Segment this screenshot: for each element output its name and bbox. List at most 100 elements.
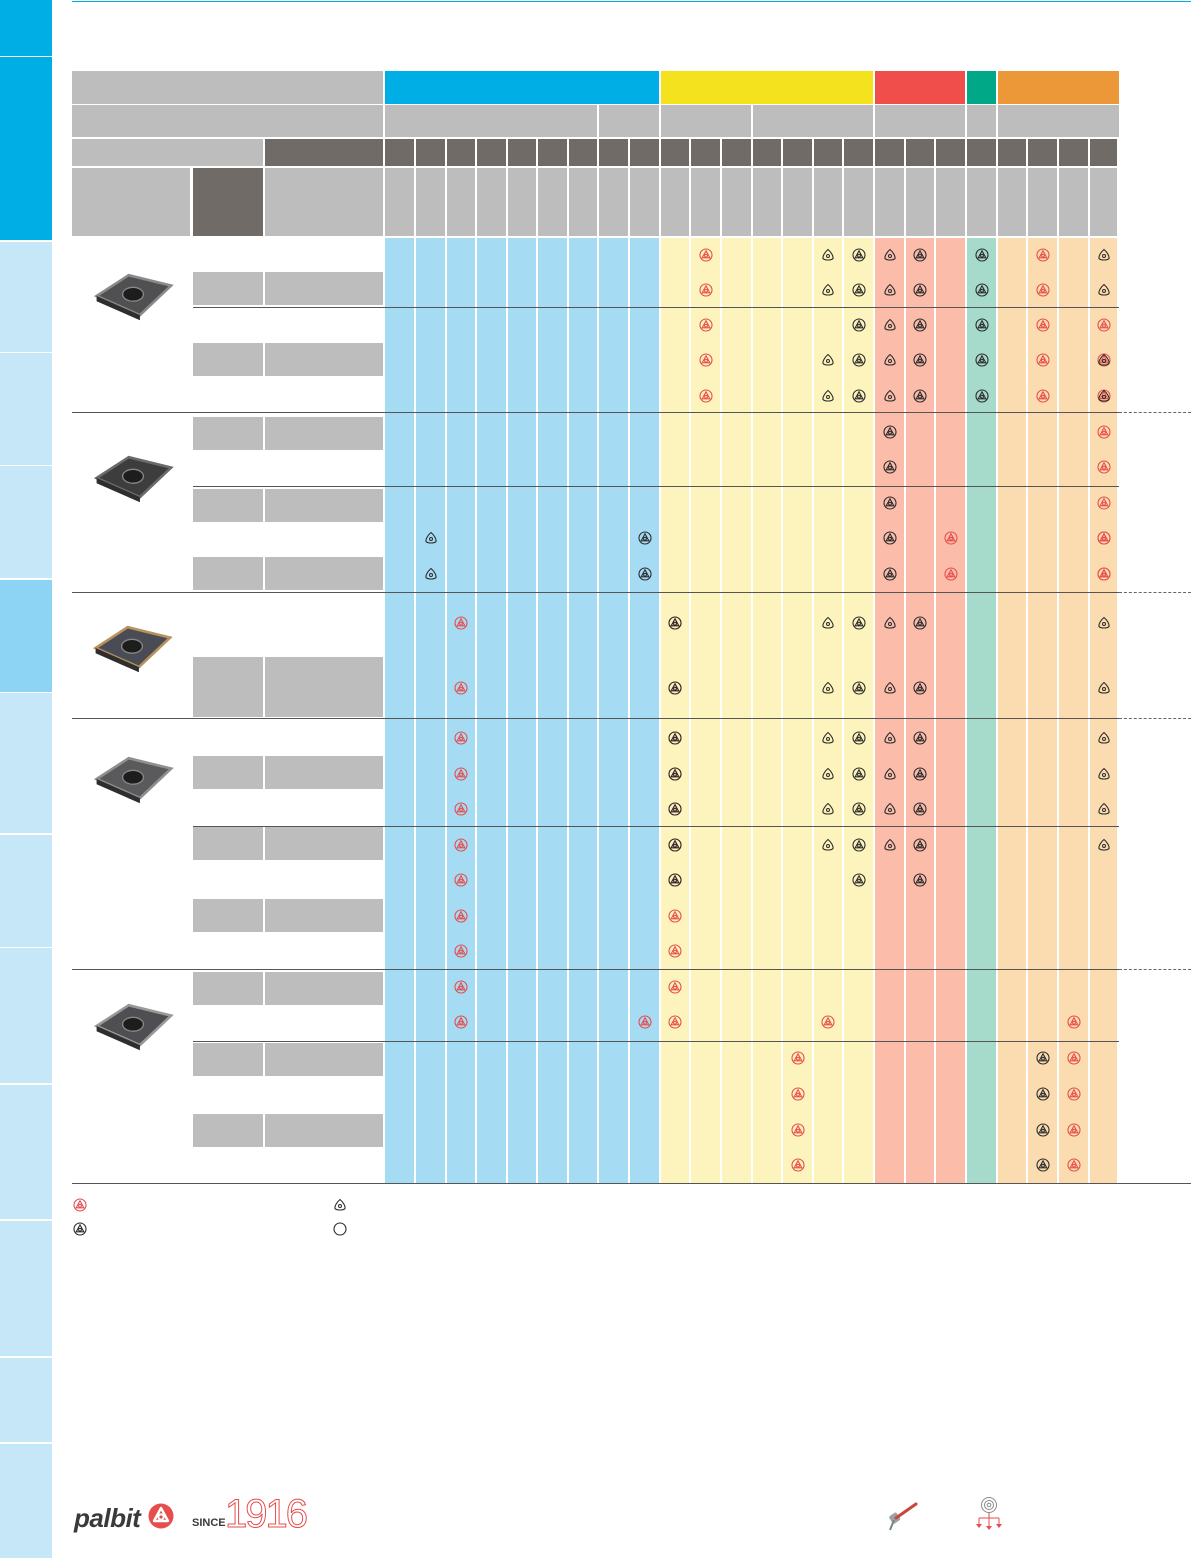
first-choice-icon [454, 731, 468, 745]
row-code-cell [193, 1043, 263, 1076]
grade-column-header [936, 168, 965, 236]
side-tab[interactable] [0, 57, 52, 240]
row-separator [193, 1041, 1119, 1042]
possible-icon [333, 1222, 347, 1236]
side-tab[interactable] [0, 242, 52, 352]
material-subgroup-header [599, 105, 659, 137]
grade-header-cell [1090, 139, 1117, 166]
grade-column-header [508, 168, 536, 236]
recommended-icon [913, 353, 927, 367]
first-choice-icon [668, 980, 682, 994]
recommended-icon [913, 838, 927, 852]
side-tab[interactable] [0, 580, 52, 692]
alternative-icon [822, 681, 834, 694]
alternative-icon [884, 318, 896, 331]
grade-column-header [875, 168, 904, 236]
first-choice-icon [821, 1015, 835, 1029]
recommended-icon [668, 616, 682, 630]
row-code-cell [193, 1114, 263, 1147]
grade-column-body [569, 238, 597, 1183]
recommended-icon [1036, 1158, 1050, 1172]
recommended-icon [852, 318, 866, 332]
row-code-cell [193, 972, 263, 1005]
alternative-icon [822, 248, 834, 261]
alternative-icon [1098, 616, 1110, 629]
grade-header-cell [936, 139, 965, 166]
alternative-icon [884, 353, 896, 366]
recommended-icon [852, 731, 866, 745]
recommended-icon [852, 767, 866, 781]
grade-header-cell [967, 139, 996, 166]
recommended-icon [852, 802, 866, 816]
side-tab[interactable] [0, 1358, 52, 1442]
alternative-icon [1098, 283, 1110, 296]
grade-column-header [1059, 168, 1088, 236]
grade-header-cell [1059, 139, 1088, 166]
recommended-icon [852, 353, 866, 367]
grade-column-header [906, 168, 934, 236]
first-choice-icon [944, 531, 958, 545]
side-tab[interactable] [0, 0, 52, 56]
alternative-icon [822, 353, 834, 366]
grade-column-header [998, 168, 1026, 236]
row-desc-cell [265, 1043, 383, 1076]
section-separator [72, 969, 1119, 970]
grade-column-body [630, 238, 659, 1183]
grade-column-body [783, 238, 812, 1183]
grade-header-cell [385, 139, 414, 166]
first-choice-icon [1036, 389, 1050, 403]
alternative-icon [822, 838, 834, 851]
row-code-cell [193, 827, 263, 860]
side-tab[interactable] [0, 948, 52, 1083]
grade-column-header [630, 168, 659, 236]
first-choice-icon [1097, 318, 1111, 332]
side-tab[interactable] [0, 1444, 52, 1558]
recommended-icon [913, 681, 927, 695]
first-choice-icon [454, 681, 468, 695]
grade-column-body [385, 238, 414, 1183]
recommended-icon [852, 873, 866, 887]
side-tab[interactable] [0, 835, 52, 947]
grade-header-cell [998, 139, 1026, 166]
first-choice-icon [699, 318, 713, 332]
side-tab[interactable] [0, 1221, 52, 1356]
row-code-cell [193, 657, 263, 717]
side-tab[interactable] [0, 1085, 52, 1219]
side-tab[interactable] [0, 353, 52, 465]
grade-column-body [416, 238, 445, 1183]
since-label: SINCE [192, 1517, 226, 1529]
recommended-icon [975, 248, 989, 262]
header-dark-cell [265, 139, 383, 166]
insert-stack-icon [976, 1497, 1002, 1530]
recommended-icon [913, 767, 927, 781]
alternative-icon [1098, 731, 1110, 744]
recommended-icon [638, 531, 652, 545]
recommended-icon [852, 389, 866, 403]
material-group-header [967, 71, 996, 104]
first-choice-icon [791, 1158, 805, 1172]
recommended-icon [913, 731, 927, 745]
grade-column-header [1028, 168, 1057, 236]
section-separator [72, 412, 1119, 413]
recommended-icon [668, 802, 682, 816]
row-separator [193, 486, 1119, 487]
recommended-icon [668, 731, 682, 745]
first-choice-icon [1097, 460, 1111, 474]
recommended-icon [668, 767, 682, 781]
row-code-cell [193, 417, 263, 450]
grade-column-header [691, 168, 720, 236]
side-tab[interactable] [0, 693, 52, 833]
recommended-icon [975, 353, 989, 367]
grade-column-body [998, 238, 1026, 1183]
section-separator [72, 592, 1119, 593]
grade-column-body [661, 238, 689, 1183]
material-group-header [998, 71, 1119, 104]
alternative-icon [1098, 802, 1110, 815]
row-desc-cell [265, 899, 383, 932]
row-code-cell [193, 343, 263, 376]
alternative-icon [884, 283, 896, 296]
recommended-icon [668, 681, 682, 695]
first-choice-icon [699, 353, 713, 367]
side-tab[interactable] [0, 466, 52, 578]
grade-header-cell [416, 139, 445, 166]
